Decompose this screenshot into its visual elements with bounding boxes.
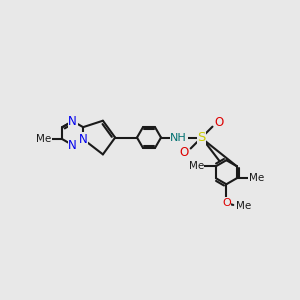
Text: N: N — [68, 115, 77, 128]
Text: Me: Me — [36, 134, 51, 144]
Text: N: N — [79, 133, 88, 146]
Text: N: N — [68, 139, 77, 152]
Text: Me: Me — [249, 173, 264, 183]
Text: S: S — [197, 131, 206, 144]
Text: O: O — [215, 116, 224, 129]
Text: Me: Me — [189, 161, 204, 171]
Text: Me: Me — [236, 201, 251, 211]
Text: O: O — [222, 198, 231, 208]
Text: O: O — [179, 146, 188, 159]
Text: NH: NH — [170, 133, 187, 142]
